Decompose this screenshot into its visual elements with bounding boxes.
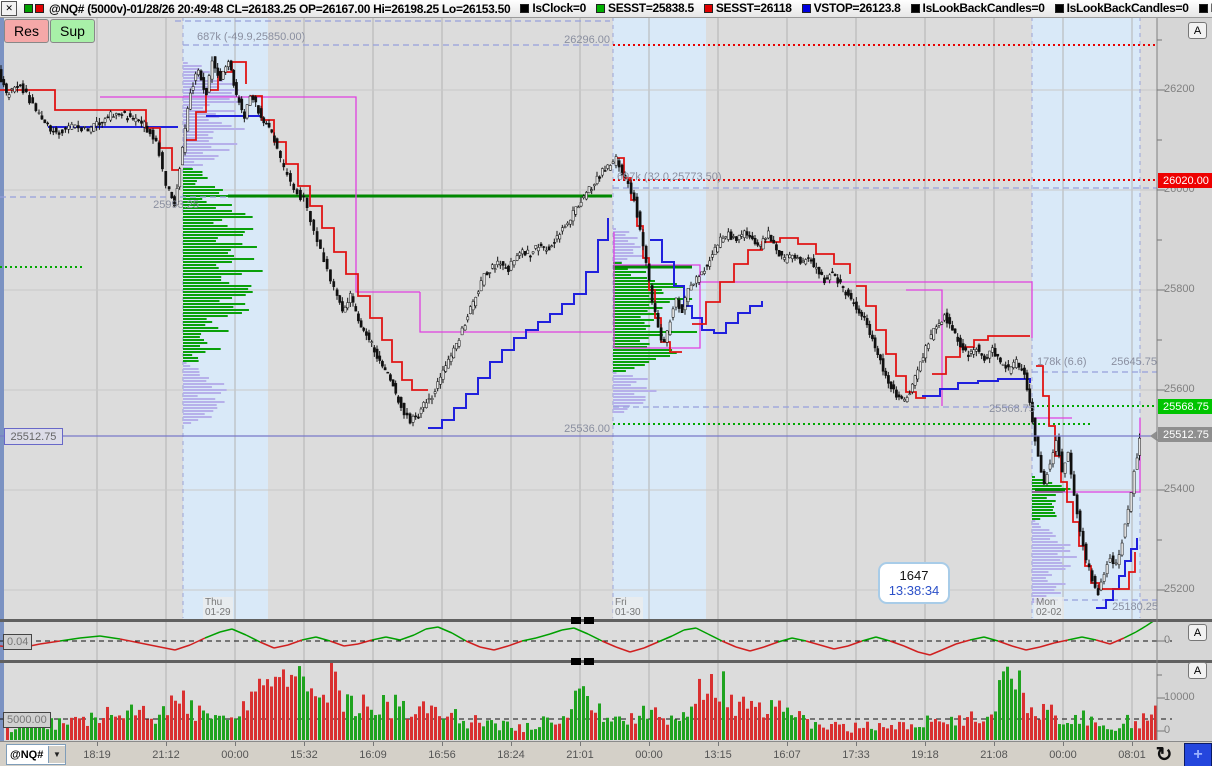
indicator-color-square [1198,3,1208,13]
auto-scale-button-vol[interactable]: A [1188,662,1207,679]
current-price-left-box: 25512.75 [4,428,63,445]
time-axis-tick [1132,742,1133,746]
time-axis-label: 15:32 [290,749,318,761]
symbol-title: @NQ# (5000v)-01/28/26 20:49:48 CL=26183.… [49,1,511,16]
time-axis-tick [649,742,650,746]
status-square-red [35,4,44,13]
time-axis-tick [787,742,788,746]
date-label: Fri 01-30 [613,597,643,619]
time-axis-tick [994,742,995,746]
time-axis-label: 00:00 [635,749,663,761]
close-icon[interactable]: ✕ [1,1,17,16]
price-label-red: 26020.00 [1158,173,1212,188]
price-label-current: 25512.75 [1158,427,1212,442]
indicator-color-square [703,3,713,13]
price-label-green: 25568.75 [1158,399,1212,414]
time-axis-label: 00:00 [1049,749,1077,761]
indicator-color-square [801,3,811,13]
time-axis-label: 16:07 [773,749,801,761]
indicator-isclock: IsClock=0 [519,1,586,15]
time-axis-tick [304,742,305,746]
time-axis-label: 19:18 [911,749,939,761]
time-axis-label: 21:01 [566,749,594,761]
indicator-legend: IsClock=0 SESST=25838.5 SESST=26118 VSTOP=2… [510,1,1212,16]
volume-threshold-box: 5000.00 [3,712,51,728]
time-axis-label: 13:15 [704,749,732,761]
sup-button[interactable]: Sup [50,19,95,43]
pane-axis-label: 0 [1164,634,1171,646]
pane-axis-label: 10000 [1164,691,1195,703]
countdown-tooltip: 1647 13:38:34 [878,562,950,604]
indicator-sesst: SESST=26118 [703,1,792,15]
indicator-vstop: VSTOP=26123.8 [801,1,901,15]
time-axis-tick [718,742,719,746]
time-axis-label: 16:56 [428,749,456,761]
price-axis-label: 25800 [1164,283,1195,295]
bottom-bar: @NQ# ▼ 18:19 21:12 00:00 15:32 16:09 16:56 18:… [0,741,1212,766]
time-axis-label: 16:09 [359,749,387,761]
time-axis-tick [1063,742,1064,746]
symbol-combo[interactable]: @NQ# ▼ [6,744,66,765]
refresh-icon[interactable]: ↻ [1155,743,1173,766]
time-axis-label: 21:08 [980,749,1008,761]
time-axis-tick [511,742,512,746]
res-button[interactable]: Res [4,19,49,43]
auto-scale-button-main[interactable]: A [1188,22,1207,39]
add-button[interactable]: + [1184,743,1212,766]
time-axis-tick [373,742,374,746]
time-axis-label: 18:19 [83,749,111,761]
time-axis-tick [235,742,236,746]
time-axis-tick [442,742,443,746]
price-axis-label: 25600 [1164,383,1195,395]
auto-scale-button-osc[interactable]: A [1188,624,1207,641]
oscillator-value-box: 0.04 [3,634,33,650]
countdown-time: 13:38:34 [888,583,940,598]
time-axis-label: 18:24 [497,749,525,761]
status-square-green [24,4,33,13]
indicator-color-square [595,3,605,13]
indicator-islookbackcandles: IsLookBackCandles=0 [910,1,1045,15]
countdown-value: 1647 [899,568,929,583]
date-label: Mon 02-02 [1034,597,1064,619]
time-axis-label: 21:12 [152,749,180,761]
symbol-combo-value: @NQ# [10,748,44,761]
time-axis-tick [166,742,167,746]
chevron-down-icon[interactable]: ▼ [48,746,65,763]
indicator-color-square [910,3,920,13]
price-axis-label: 25400 [1164,483,1195,495]
indicator-sesst: SESST=25838.5 [595,1,694,15]
pane-axis-label: 0 [1164,724,1171,736]
indicator-paintfalse: PAINT FALSE [1198,1,1212,15]
time-axis-tick [856,742,857,746]
time-axis-label: 00:00 [221,749,249,761]
time-axis-tick [97,742,98,746]
price-axis-label: 26200 [1164,83,1195,95]
time-axis-tick [580,742,581,746]
time-axis-label: 08:01 [1118,749,1146,761]
indicator-color-square [520,3,530,13]
indicator-islookbackcandles: IsLookBackCandles=0 [1054,1,1189,15]
price-axis-label: 25200 [1164,583,1195,595]
time-axis-label: 17:33 [842,749,870,761]
date-label: Thu 01-29 [203,597,233,619]
time-axis-tick [925,742,926,746]
chart-title-bar: ✕ @NQ# (5000v)-01/28/26 20:49:48 CL=2618… [0,0,1212,18]
indicator-color-square [1054,3,1064,13]
